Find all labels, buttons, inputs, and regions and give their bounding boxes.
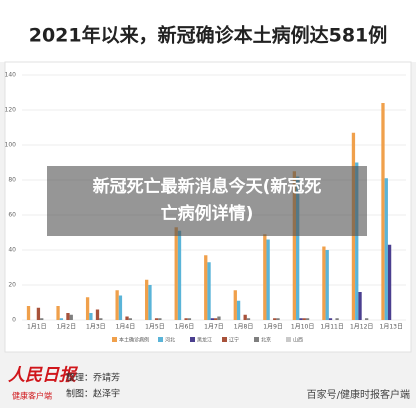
bar [233,290,237,320]
bar [335,318,339,320]
legend-swatch [112,337,117,342]
bar [128,318,132,320]
bar [266,239,270,320]
logo-sub: 健康客户端 [12,391,52,401]
bar [66,313,70,320]
x-tick-label: 1月1日 [27,324,47,331]
bar [145,279,149,320]
bar [246,318,251,320]
bar [210,318,214,320]
bar [36,307,41,320]
y-tick-label: 120 [5,107,17,114]
legend-label: 辽宁 [229,337,239,344]
x-tick-label: 1月10日 [291,324,314,331]
y-tick-label: 60 [8,212,16,219]
bar [174,227,178,320]
bar [381,103,385,320]
designer: 制图：赵泽宇 [66,388,120,400]
x-tick-label: 1月3日 [86,324,106,331]
bar [243,314,247,320]
x-tick-label: 1月2日 [56,324,76,331]
bar [302,318,306,320]
bar [305,318,310,320]
bar [69,314,73,320]
legend-swatch [286,337,291,342]
legend-label: 本土确诊病例 [119,337,149,344]
bar [115,290,119,320]
overlay-text: 新冠死亡最新消息今天(新冠死 [93,176,322,197]
bar [148,285,152,320]
bar [95,309,100,320]
bar [204,255,208,320]
legend-label: 河北 [165,337,175,344]
watermark: 百家号/健康时报客户端 [307,388,410,401]
bar [355,162,359,320]
legend-label: 北京 [261,337,271,344]
x-tick-label: 1月6日 [175,324,195,331]
bar [207,262,211,320]
x-tick-label: 1月4日 [116,324,136,331]
bar [85,297,90,320]
x-tick-label: 1月11日 [320,324,343,331]
bar [328,318,333,320]
bar [236,300,241,320]
x-tick-label: 1月8日 [234,324,254,331]
y-tick-label: 20 [8,282,16,289]
bar [292,171,297,320]
legend-swatch [254,337,259,342]
bar [299,318,303,320]
x-tick-label: 1月9日 [263,324,283,331]
y-tick-label: 140 [5,72,17,79]
bar [296,176,300,320]
bar [158,318,162,320]
title-band [0,0,416,62]
y-tick-label: 40 [8,247,16,254]
bar [26,306,31,320]
bar [325,250,329,320]
logo: 人民日报 [8,366,79,386]
x-tick-label: 1月13日 [380,324,403,331]
bar [99,318,103,320]
bar [214,318,218,320]
bar [217,316,221,320]
bar [40,318,44,320]
bar [322,246,326,320]
legend-label: 山西 [293,337,303,344]
bar [384,178,388,320]
y-tick-label: 0 [12,317,16,324]
chart-title: 2021年以来，新冠确诊本土病例达581例 [29,24,388,47]
legend-swatch [222,337,227,342]
y-tick-label: 100 [5,142,17,149]
bar [154,318,159,320]
bar [358,292,362,320]
bar [177,230,182,320]
bar [364,318,369,320]
x-tick-label: 1月5日 [145,324,165,331]
overlay-box [47,166,367,236]
bar [59,318,64,320]
bar [184,318,188,320]
bar [187,318,192,320]
legend-swatch [158,337,163,342]
bar [118,295,123,320]
bar [125,316,129,320]
editor: 整理：乔靖芳 [66,372,120,384]
bar [56,306,60,320]
bar [89,313,93,320]
legend-swatch [190,337,195,342]
bar [276,318,280,320]
overlay-text: 亡病例详情) [161,203,254,224]
y-tick-label: 80 [8,177,16,184]
x-tick-label: 1月12日 [350,324,373,331]
bar [273,318,277,320]
legend-label: 黑龙江 [197,337,212,344]
bar [263,234,267,320]
bar [387,244,392,320]
x-tick-label: 1月7日 [204,324,224,331]
